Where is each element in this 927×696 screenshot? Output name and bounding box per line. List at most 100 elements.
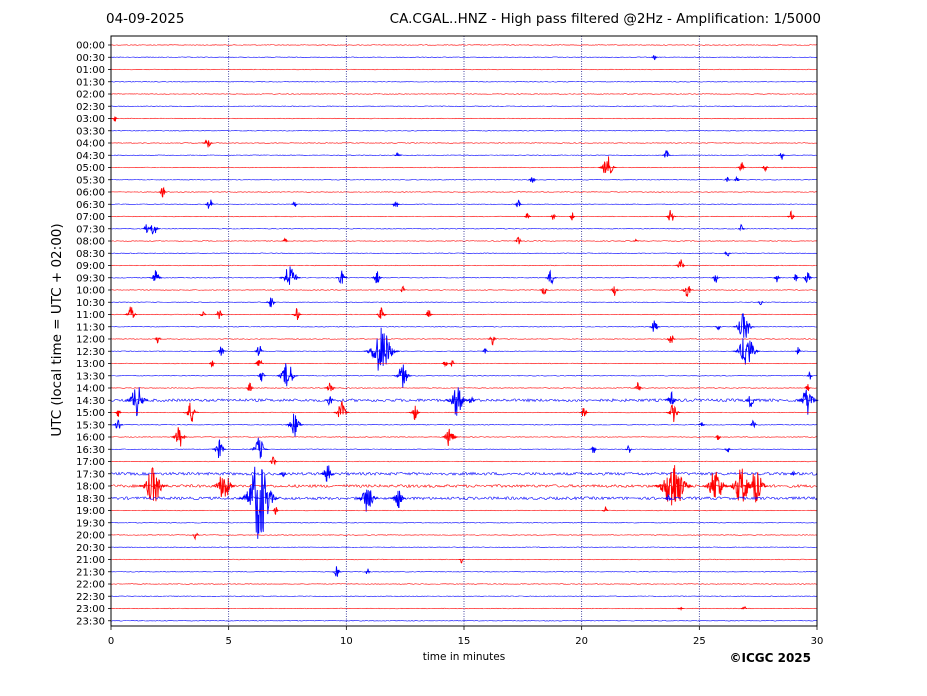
y-tick-label: 02:00 — [76, 90, 105, 101]
trace-row — [110, 427, 818, 447]
seismic-event — [335, 270, 348, 284]
trace-row — [110, 437, 818, 459]
seismic-event — [279, 472, 287, 478]
trace-row — [110, 150, 818, 160]
seismic-event — [291, 308, 302, 320]
seismic-event — [737, 223, 746, 232]
trace-line — [110, 179, 818, 181]
y-tick-label: 15:00 — [76, 408, 105, 419]
seismic-event — [448, 360, 456, 367]
seismic-event — [632, 238, 639, 242]
y-tick-label: 04:00 — [76, 139, 105, 150]
trace-row — [110, 297, 818, 308]
y-tick-label: 19:30 — [76, 518, 105, 529]
seismic-event — [681, 286, 694, 297]
seismic-event — [737, 162, 746, 172]
copyright-label: ©ICGC 2025 — [729, 651, 811, 665]
seismic-event — [212, 439, 227, 458]
y-tick-label: 17:30 — [76, 469, 105, 480]
seismic-event — [424, 310, 433, 318]
seismic-event — [749, 419, 757, 429]
seismic-event — [724, 176, 731, 182]
trace-line — [110, 313, 818, 316]
trace-line — [110, 277, 818, 279]
trace-row — [110, 175, 818, 183]
seismic-event — [138, 467, 168, 502]
y-tick-label: 03:00 — [76, 114, 105, 125]
seismic-event — [702, 471, 730, 498]
seismic-event — [272, 506, 279, 515]
trace-line — [110, 301, 818, 303]
seismic-event — [761, 165, 769, 173]
trace-row — [110, 605, 818, 611]
seismic-event — [711, 275, 720, 283]
seismic-event — [363, 327, 400, 371]
seismic-event — [149, 270, 162, 281]
trace-row — [110, 546, 818, 548]
trace-line — [110, 496, 818, 501]
x-tick-label: 20 — [575, 636, 588, 647]
seismic-event — [487, 336, 497, 346]
trace-line — [110, 264, 818, 267]
trace-row — [110, 413, 818, 437]
seismic-event — [202, 139, 213, 148]
trace-line — [110, 130, 818, 132]
x-tick-label: 30 — [811, 636, 824, 647]
seismic-event — [254, 359, 264, 366]
x-tick-group: 0 5 10 15 20 25 30 — [108, 626, 824, 647]
date-label: 04-09-2025 — [106, 11, 185, 27]
seismic-event — [528, 177, 537, 183]
y-tick-label: 14:30 — [76, 396, 105, 407]
seismic-event — [204, 199, 215, 209]
trace-line — [110, 56, 818, 58]
trace-line — [110, 522, 818, 524]
trace-line — [110, 154, 818, 156]
y-tick-label: 02:30 — [76, 102, 105, 113]
seismic-event — [794, 347, 802, 355]
y-tick-label: 07:00 — [76, 212, 105, 223]
chart-title: CA.CGAL..HNZ - High pass filtered @2Hz -… — [389, 11, 821, 27]
seismic-event — [714, 434, 722, 440]
seismic-event — [171, 427, 188, 447]
seismic-event — [208, 360, 216, 368]
seismic-event — [154, 336, 162, 344]
seismic-event — [269, 456, 278, 466]
seismic-event — [664, 390, 678, 405]
seismic-event — [633, 382, 643, 391]
trace-row — [110, 465, 818, 506]
trace-row — [110, 532, 818, 541]
y-tick-label: 10:00 — [76, 286, 105, 297]
seismic-event — [215, 310, 224, 319]
seismic-event — [124, 387, 149, 417]
trace-row — [110, 44, 818, 46]
seismic-event — [792, 274, 799, 282]
seismic-event — [371, 271, 383, 284]
y-tick-label: 11:30 — [76, 322, 105, 333]
seismic-event — [112, 419, 124, 429]
trace-row — [110, 522, 818, 524]
seismic-event — [445, 387, 469, 416]
seismic-event — [743, 472, 769, 503]
y-tick-label: 04:30 — [76, 151, 105, 162]
seismic-event — [649, 320, 660, 332]
seismic-event — [778, 153, 786, 160]
y-tick-label: 20:30 — [76, 543, 105, 554]
y-tick-label: 11:00 — [76, 310, 105, 321]
seismic-event — [245, 382, 254, 392]
y-tick-label: 09:00 — [76, 261, 105, 272]
seismic-event — [802, 272, 813, 284]
trace-row — [110, 251, 818, 257]
seismic-event — [698, 422, 706, 427]
y-tick-label: 12:00 — [76, 335, 105, 346]
seismic-event — [285, 413, 304, 437]
grid-group — [228, 36, 700, 626]
seismic-event — [804, 384, 811, 391]
seismic-event — [147, 225, 160, 235]
seismic-event — [665, 493, 673, 501]
y-tick-label: 18:30 — [76, 494, 105, 505]
y-tick-label: 16:00 — [76, 433, 105, 444]
y-tick-label: 23:00 — [76, 604, 105, 615]
y-tick-label: 12:30 — [76, 347, 105, 358]
trace-row — [110, 259, 818, 268]
y-tick-label: 06:00 — [76, 188, 105, 199]
